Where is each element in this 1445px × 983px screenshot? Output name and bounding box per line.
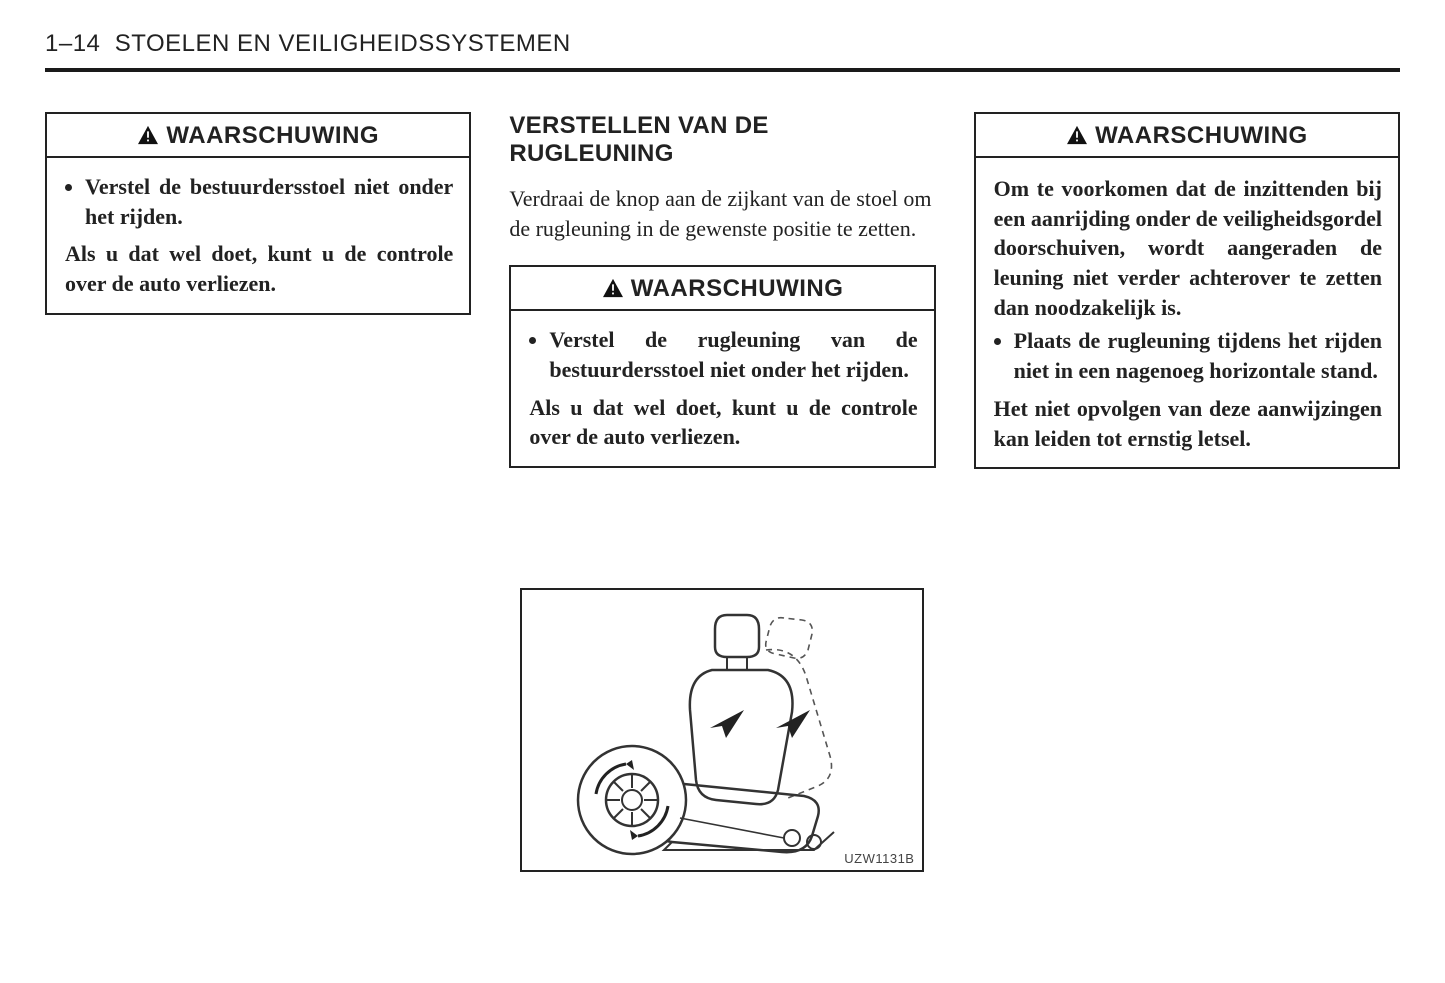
chapter-title: STOELEN EN VEILIGHEIDSSYSTEMEN [115,30,571,57]
warning-box-backrest: WAARSCHUWING Verstel de rugleuning van d… [509,265,935,468]
content-columns: WAARSCHUWING Verstel de bestuurdersstoel… [45,112,1400,872]
warning-body: Om te voorkomen dat de inzittenden bij e… [976,158,1398,467]
warning-title-text: WAARSCHUWING [631,275,844,302]
warning-body: Verstel de rugleuning van de bestuurders… [511,311,933,466]
warning-box-recline-safety: WAARSCHUWING Om te voorkomen dat de inzi… [974,112,1400,469]
warning-bullet: Verstel de rugleuning van de bestuurders… [549,325,917,384]
column-1: WAARSCHUWING Verstel de bestuurdersstoel… [45,112,471,872]
page-header: 1–14 STOELEN EN VEILIGHEIDSSYSTEMEN [45,30,1400,58]
warning-box-driver-seat: WAARSCHUWING Verstel de bestuurdersstoel… [45,112,471,315]
warning-paragraph-2: Het niet opvolgen van deze aanwijzingen … [994,394,1382,453]
figure-code: UZW1131B [844,851,914,866]
warning-triangle-icon [602,278,624,298]
seat-illustration [522,590,922,870]
warning-title-text: WAARSCHUWING [1095,122,1308,149]
warning-title: WAARSCHUWING [47,114,469,158]
column-2: VERSTELLEN VAN DE RUGLEUNING Verdraai de… [509,112,935,872]
warning-bullet: Plaats de rugleuning tijdens het rijden … [1014,326,1382,385]
warning-paragraph-1: Om te voorkomen dat de inzittenden bij e… [994,174,1382,322]
warning-title: WAARSCHUWING [511,267,933,311]
warning-body: Verstel de bestuurdersstoel niet onder h… [47,158,469,313]
warning-triangle-icon [1066,125,1088,145]
section-heading: VERSTELLEN VAN DE RUGLEUNING [509,112,935,168]
column-3: WAARSCHUWING Om te voorkomen dat de inzi… [974,112,1400,872]
intro-paragraph: Verdraai de knop aan de zijkant van de s… [509,184,935,243]
warning-paragraph: Als u dat wel doet, kunt u de controle o… [529,393,917,452]
warning-title-text: WAARSCHUWING [166,122,379,149]
page-number: 1–14 [45,30,100,57]
warning-bullet: Verstel de bestuurdersstoel niet onder h… [85,172,453,231]
warning-triangle-icon [137,125,159,145]
warning-title: WAARSCHUWING [976,114,1398,158]
header-rule [45,68,1400,72]
warning-paragraph: Als u dat wel doet, kunt u de controle o… [65,239,453,298]
seat-recline-figure: UZW1131B [520,588,924,872]
manual-page: 1–14 STOELEN EN VEILIGHEIDSSYSTEMEN WAAR… [0,0,1445,983]
